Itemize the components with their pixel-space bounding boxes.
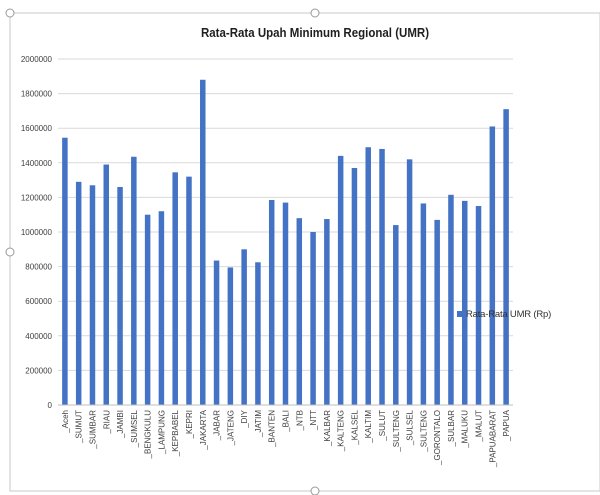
legend-label: Rata-Rata UMR (Rp) bbox=[466, 309, 552, 320]
bar bbox=[172, 172, 178, 405]
bar bbox=[296, 218, 303, 405]
bar bbox=[337, 155, 344, 405]
x-tick-label: _NTT bbox=[309, 410, 318, 431]
x-tick-label: _JABAR bbox=[213, 410, 222, 441]
y-tick-label: 1600000 bbox=[21, 124, 53, 133]
y-tick-label: 800000 bbox=[25, 263, 52, 272]
bar bbox=[117, 187, 123, 405]
bar bbox=[434, 219, 440, 405]
x-tick-label: _SUMSEL bbox=[130, 409, 139, 448]
y-tick-label: 400000 bbox=[25, 332, 52, 341]
x-tick-label: _BANTEN bbox=[268, 410, 277, 448]
bar bbox=[461, 200, 468, 405]
bar bbox=[186, 176, 192, 405]
bar bbox=[89, 185, 96, 405]
x-tick-label: _SUMUT bbox=[75, 410, 84, 444]
x-tick-label: _SULTENG bbox=[392, 410, 401, 453]
bar bbox=[351, 167, 358, 405]
chart-frame bbox=[5, 8, 600, 495]
bar bbox=[365, 147, 371, 406]
bar bbox=[200, 79, 206, 405]
bar bbox=[103, 164, 110, 405]
x-tick-label: _MALUT bbox=[475, 410, 484, 443]
x-tick-label: _KALTENG bbox=[337, 410, 346, 452]
x-tick-label: _KALTIM bbox=[364, 410, 373, 444]
y-tick-label: 1800000 bbox=[21, 90, 53, 99]
x-tick-label: _LAMPUNG bbox=[157, 410, 166, 455]
resize-handle[interactable] bbox=[5, 247, 15, 257]
x-tick-label: _KALSEL bbox=[350, 409, 359, 445]
bars bbox=[62, 79, 509, 406]
bar bbox=[227, 267, 234, 405]
bar bbox=[62, 137, 68, 405]
x-axis: _Aceh _SUMUT _SUMBAR _RIAU _JAMBI _SUMSEL _BEN… bbox=[58, 404, 513, 468]
y-tick-label: 200000 bbox=[25, 366, 52, 375]
y-tick-label: 2000000 bbox=[21, 55, 53, 64]
resize-handle[interactable] bbox=[310, 8, 320, 18]
legend: Rata-Rata UMR (Rp) bbox=[457, 309, 551, 320]
bar bbox=[255, 262, 261, 405]
x-tick-label: _SULTENG bbox=[419, 410, 428, 453]
x-tick-label: _BALI bbox=[282, 410, 291, 433]
bar bbox=[324, 219, 330, 405]
x-tick-label: _JAKARTA bbox=[199, 409, 208, 450]
bar bbox=[158, 211, 165, 405]
bar bbox=[448, 194, 454, 405]
x-tick-label: _MALUKU bbox=[461, 410, 470, 449]
x-tick-label: _KEPBABEL bbox=[171, 409, 180, 457]
x-tick-label: _SULSEL bbox=[406, 409, 415, 446]
bar bbox=[75, 181, 82, 405]
bar bbox=[420, 203, 427, 405]
bar bbox=[393, 225, 399, 405]
bar bbox=[282, 202, 289, 405]
x-tick-label: _KEPRI bbox=[185, 410, 194, 439]
bar bbox=[310, 232, 316, 405]
bar bbox=[268, 200, 275, 405]
x-tick-label: _NTB bbox=[295, 410, 304, 431]
x-tick-label: _RIAU bbox=[102, 410, 111, 435]
bar bbox=[144, 214, 151, 405]
bar bbox=[406, 159, 413, 405]
legend-swatch bbox=[457, 311, 463, 317]
bar bbox=[379, 148, 385, 405]
chart-title: Rata-Rata Upah Minimum Regional (UMR) bbox=[200, 26, 430, 40]
y-tick-label: 0 bbox=[48, 401, 53, 410]
x-tick-label: _SULUT bbox=[378, 410, 387, 442]
y-tick-label: 1400000 bbox=[21, 159, 53, 168]
resize-handle[interactable] bbox=[5, 8, 15, 18]
y-tick-label: 600000 bbox=[25, 297, 52, 306]
bar bbox=[475, 206, 482, 405]
x-tick-label: _Aceh bbox=[61, 410, 70, 434]
x-tick-label: _SULBAR bbox=[447, 410, 456, 448]
x-tick-label: _GORONTALO bbox=[433, 410, 442, 466]
bar bbox=[213, 260, 220, 405]
bar bbox=[489, 126, 496, 405]
x-tick-label: _KALBAR bbox=[323, 410, 332, 447]
x-tick-label: _JATENG bbox=[226, 410, 235, 446]
x-tick-label: _JATIM bbox=[254, 410, 263, 438]
bar bbox=[131, 156, 137, 405]
x-tick-label: _PAPUA bbox=[502, 409, 511, 442]
x-tick-label: _PAPUABARAT bbox=[488, 410, 497, 468]
resize-handle[interactable] bbox=[310, 486, 320, 495]
x-tick-label: _DIY bbox=[240, 409, 249, 428]
x-tick-label: _BENGKULU bbox=[144, 410, 153, 460]
y-tick-label: 1200000 bbox=[21, 193, 53, 202]
bar bbox=[241, 249, 247, 405]
x-tick-label: _SUMBAR bbox=[88, 410, 97, 450]
y-axis: 0 200000 400000 600000 800000 1000000 1200000 1… bbox=[21, 55, 53, 410]
x-tick-label: _JAMBI bbox=[116, 410, 125, 439]
bar bbox=[503, 109, 509, 406]
y-tick-label: 1000000 bbox=[21, 228, 53, 237]
